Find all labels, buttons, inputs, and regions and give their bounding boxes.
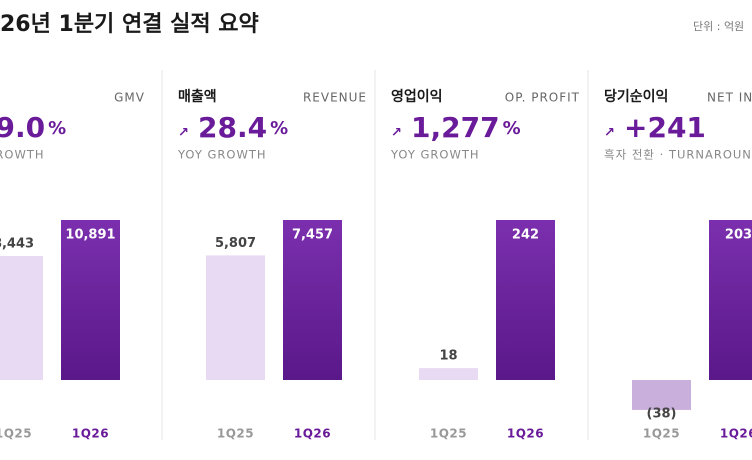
bar bbox=[632, 380, 691, 410]
category-label: 1Q26 bbox=[507, 427, 544, 441]
growth: 28.4% bbox=[198, 111, 288, 144]
growth-unit: % bbox=[270, 118, 288, 139]
title: 26년 1분기 연결 실적 요약 bbox=[0, 12, 259, 37]
category-label: 1Q25 bbox=[430, 427, 467, 441]
growth-value: +241 bbox=[624, 111, 706, 144]
bar bbox=[419, 368, 478, 380]
value-label: 203 bbox=[725, 228, 752, 243]
value-label: 10,891 bbox=[65, 228, 115, 243]
bar bbox=[283, 220, 342, 380]
growth: +241 bbox=[624, 111, 706, 144]
bar bbox=[206, 255, 265, 380]
category-label: 1Q26 bbox=[72, 427, 109, 441]
growth-value: 29.0 bbox=[0, 111, 45, 144]
panel-metric: OP. PROFIT bbox=[505, 91, 580, 105]
panel-label: 영업이익 bbox=[391, 88, 443, 105]
panel-metric: REVENUE bbox=[303, 91, 367, 105]
value-label: 7,457 bbox=[292, 228, 333, 243]
growth-arrow: ↗ bbox=[604, 126, 615, 141]
growth-unit: % bbox=[503, 118, 521, 139]
growth-arrow: ↗ bbox=[391, 126, 402, 141]
unit-note: 단위 : 억원 bbox=[693, 20, 744, 33]
growth-value: 28.4 bbox=[198, 111, 267, 144]
bar bbox=[709, 220, 752, 380]
bar bbox=[61, 220, 120, 380]
panel-label: 당기순이익 bbox=[604, 88, 668, 105]
growth: 29.0% bbox=[0, 111, 66, 144]
growth: 1,277% bbox=[411, 111, 521, 144]
panel-metric: NET INCOME bbox=[707, 91, 752, 105]
bar bbox=[496, 220, 555, 380]
panel-label: 매출액 bbox=[178, 88, 217, 105]
growth-unit: % bbox=[48, 118, 66, 139]
category-label: 1Q25 bbox=[0, 427, 32, 441]
value-label: 18 bbox=[439, 349, 457, 364]
value-label: 8,443 bbox=[0, 236, 34, 251]
growth-subtitle: YOY GROWTH bbox=[177, 148, 267, 162]
value-label: 242 bbox=[512, 228, 539, 243]
category-label: 1Q25 bbox=[217, 427, 254, 441]
value-label: (38) bbox=[647, 406, 677, 421]
category-label: 1Q26 bbox=[294, 427, 331, 441]
growth-subtitle: YOY GROWTH bbox=[390, 148, 480, 162]
growth-subtitle: YOY GROWTH bbox=[0, 148, 45, 162]
category-label: 1Q26 bbox=[720, 427, 752, 441]
bar bbox=[0, 255, 43, 380]
value-label: 5,807 bbox=[215, 236, 256, 251]
growth-subtitle: 흑자 전환 · TURNAROUND bbox=[604, 148, 752, 162]
growth-value: 1,277 bbox=[411, 111, 500, 144]
growth-arrow: ↗ bbox=[178, 126, 189, 141]
panel-metric: GMV bbox=[114, 91, 145, 105]
category-label: 1Q25 bbox=[643, 427, 680, 441]
